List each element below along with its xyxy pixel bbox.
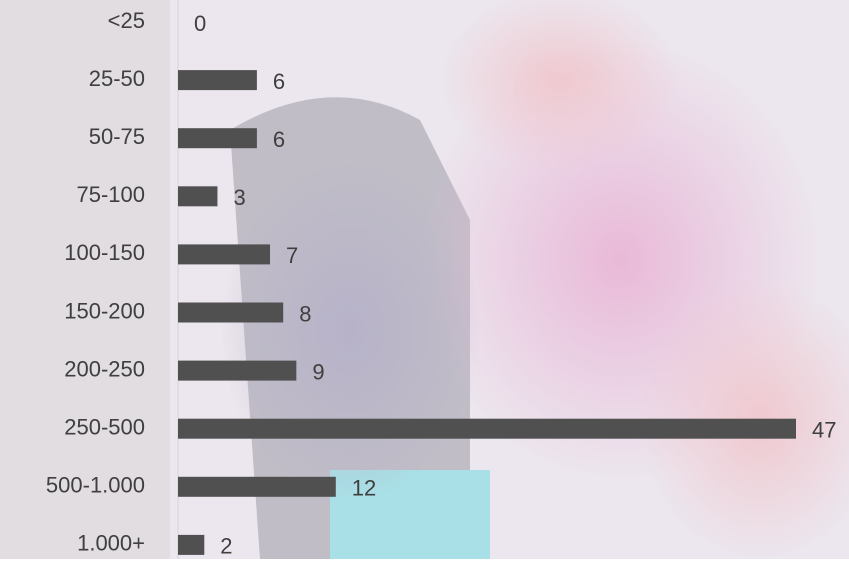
- category-label: 200-250: [64, 356, 145, 381]
- value-label: 6: [273, 69, 285, 94]
- bar: [178, 128, 257, 149]
- value-label: 6: [273, 127, 285, 152]
- bar: [178, 244, 271, 265]
- category-label: 100-150: [64, 240, 145, 265]
- bar: [178, 70, 257, 91]
- value-label: 12: [352, 476, 376, 501]
- value-label: 47: [812, 418, 836, 443]
- category-label: 250-500: [64, 415, 145, 440]
- category-label: 50-75: [89, 124, 145, 149]
- bar: [178, 360, 297, 381]
- category-label: 25-50: [89, 66, 145, 91]
- category-label: 500-1.000: [46, 473, 145, 498]
- category-label: 1.000+: [77, 531, 145, 556]
- bar: [178, 476, 336, 497]
- category-label: 75-100: [76, 182, 145, 207]
- value-label: 2: [220, 534, 232, 559]
- value-label: 0: [194, 11, 206, 36]
- bar: [178, 186, 218, 207]
- value-label: 9: [312, 359, 324, 384]
- bar: [178, 418, 796, 439]
- category-label: 150-200: [64, 298, 145, 323]
- value-label: 7: [286, 243, 298, 268]
- category-label: <25: [108, 8, 145, 33]
- bar: [178, 534, 205, 555]
- value-label: 8: [299, 301, 311, 326]
- value-label: 3: [233, 185, 245, 210]
- bar: [178, 302, 284, 323]
